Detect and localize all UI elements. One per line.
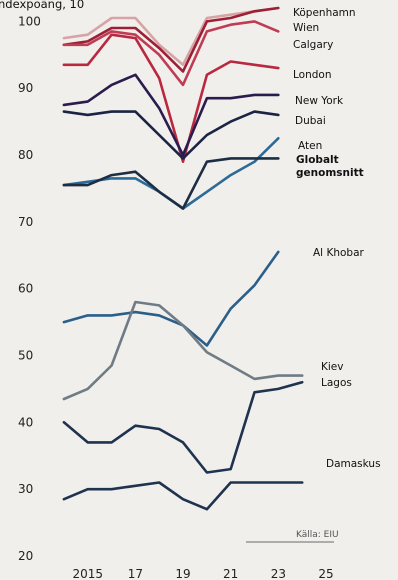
y-tick-label: 100 bbox=[18, 14, 41, 28]
series-line bbox=[62, 6, 280, 67]
series-label: Calgary bbox=[293, 39, 333, 51]
series-line bbox=[62, 6, 280, 73]
source-note: Källa: EIU bbox=[296, 530, 339, 540]
series-label: London bbox=[293, 69, 332, 81]
series-labels: Köpenhamn Wien Calgary London New York Dubai A… bbox=[293, 7, 381, 470]
y-tick-label: 70 bbox=[18, 215, 33, 229]
series-label: Wien bbox=[293, 22, 319, 34]
series-label: Globalt genomsnitt bbox=[296, 154, 364, 179]
series-line bbox=[62, 481, 304, 511]
series-label: New York bbox=[295, 95, 344, 107]
x-tick-label: 2015 bbox=[72, 567, 103, 580]
series-label: Dubai bbox=[295, 115, 326, 127]
series-line bbox=[62, 157, 280, 210]
series-label: Aten bbox=[298, 140, 322, 152]
series-line bbox=[62, 300, 304, 401]
y-axis-ticks: 20 30 40 50 60 70 80 90 100 bbox=[18, 14, 41, 563]
series-label: Al Khobar bbox=[313, 247, 365, 259]
series-label: Köpenhamn bbox=[293, 7, 356, 19]
y-tick-label: 90 bbox=[18, 81, 33, 95]
y-tick-label: 80 bbox=[18, 148, 33, 162]
series-line bbox=[62, 250, 280, 347]
series-line bbox=[62, 73, 280, 157]
x-tick-label: 21 bbox=[223, 567, 238, 580]
series-label: Lagos bbox=[321, 377, 352, 389]
series-line bbox=[62, 20, 280, 87]
y-tick-label: 30 bbox=[18, 482, 33, 496]
y-tick-label: 50 bbox=[18, 349, 33, 363]
chart-header-fragment: ndexpoäng, 10 bbox=[0, 0, 84, 11]
series-line bbox=[62, 380, 304, 474]
x-tick-label: 23 bbox=[271, 567, 286, 580]
y-tick-label: 60 bbox=[18, 282, 33, 296]
series-line bbox=[62, 137, 280, 210]
series-label: Damaskus bbox=[326, 458, 381, 470]
x-tick-label: 19 bbox=[175, 567, 190, 580]
series-lines bbox=[62, 6, 304, 511]
y-tick-label: 40 bbox=[18, 415, 33, 429]
y-tick-label: 20 bbox=[18, 549, 33, 563]
x-tick-label: 25 bbox=[318, 567, 333, 580]
series-line bbox=[62, 33, 280, 163]
series-line bbox=[62, 110, 280, 160]
series-label: Kiev bbox=[321, 361, 343, 373]
x-tick-label: 17 bbox=[128, 567, 143, 580]
x-axis-ticks: 2015 17 19 21 23 25 bbox=[72, 567, 333, 580]
